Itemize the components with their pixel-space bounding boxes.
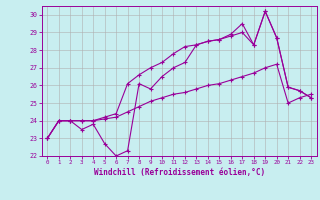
X-axis label: Windchill (Refroidissement éolien,°C): Windchill (Refroidissement éolien,°C) <box>94 168 265 177</box>
